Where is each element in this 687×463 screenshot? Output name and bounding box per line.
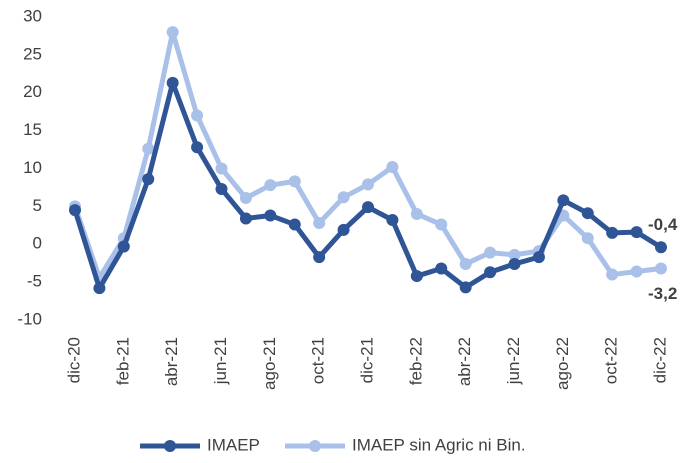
series-line xyxy=(72,29,662,281)
point xyxy=(386,214,399,227)
point xyxy=(435,218,448,231)
point xyxy=(264,209,277,222)
point xyxy=(215,162,228,175)
point xyxy=(337,191,350,204)
x-tick-label: dic-22 xyxy=(650,337,669,383)
legend-marker xyxy=(164,440,176,452)
point xyxy=(362,178,374,191)
legend-marker xyxy=(309,440,321,452)
y-tick-label: 5 xyxy=(33,196,42,215)
x-tick-label: dic-21 xyxy=(357,337,376,383)
point xyxy=(581,207,594,220)
legend-label: IMAEP xyxy=(207,435,260,454)
point xyxy=(484,266,497,279)
point xyxy=(264,179,277,192)
y-tick-label: -10 xyxy=(17,309,42,328)
y-tick-label: 10 xyxy=(23,158,42,177)
x-tick-label: ago-22 xyxy=(553,337,572,390)
point xyxy=(459,281,472,294)
y-tick-label: 25 xyxy=(23,44,42,63)
point xyxy=(313,217,326,230)
y-tick-label: -5 xyxy=(27,272,42,291)
point xyxy=(655,241,667,254)
point xyxy=(288,175,301,188)
point xyxy=(606,226,619,239)
point xyxy=(410,270,423,283)
point xyxy=(69,204,81,217)
point xyxy=(337,223,350,236)
point xyxy=(508,248,521,261)
x-tick-label: ago-21 xyxy=(260,337,279,390)
x-tick-label: feb-22 xyxy=(406,337,425,385)
point xyxy=(435,262,448,275)
point xyxy=(239,192,252,205)
x-tick-label: jun-22 xyxy=(504,337,523,385)
point xyxy=(459,257,472,270)
x-tick-label: abr-22 xyxy=(455,337,474,386)
point xyxy=(142,173,155,186)
point xyxy=(93,282,106,295)
y-tick-label: 20 xyxy=(23,82,42,101)
x-tick-label: feb-21 xyxy=(113,337,132,385)
point xyxy=(239,212,252,225)
point xyxy=(484,246,497,259)
y-tick-label: 0 xyxy=(33,234,42,253)
value-label: -3,2 xyxy=(648,284,677,303)
x-tick-label: jun-21 xyxy=(211,337,230,385)
point xyxy=(386,160,399,173)
y-tick-label: 30 xyxy=(23,6,42,25)
point xyxy=(142,142,155,155)
point xyxy=(532,251,545,264)
point xyxy=(508,257,521,270)
point xyxy=(191,109,204,122)
point xyxy=(362,201,374,214)
x-tick-label: abr-21 xyxy=(162,337,181,386)
point xyxy=(166,76,179,89)
x-tick-label: dic-20 xyxy=(64,337,83,383)
value-label: -0,4 xyxy=(648,215,678,234)
point xyxy=(655,262,667,275)
point xyxy=(313,251,326,264)
point xyxy=(191,141,204,154)
legend-label: IMAEP sin Agric ni Bin. xyxy=(352,435,526,454)
point xyxy=(630,226,643,239)
point xyxy=(288,218,301,231)
x-tick-label: oct-21 xyxy=(309,337,328,384)
point xyxy=(630,265,643,278)
x-tick-label: oct-22 xyxy=(602,337,621,384)
point xyxy=(581,232,594,245)
point xyxy=(606,268,619,281)
point xyxy=(166,26,179,39)
point xyxy=(557,194,570,207)
point xyxy=(117,240,130,253)
point xyxy=(215,182,228,195)
point xyxy=(410,207,423,220)
y-tick-label: 15 xyxy=(23,120,42,139)
